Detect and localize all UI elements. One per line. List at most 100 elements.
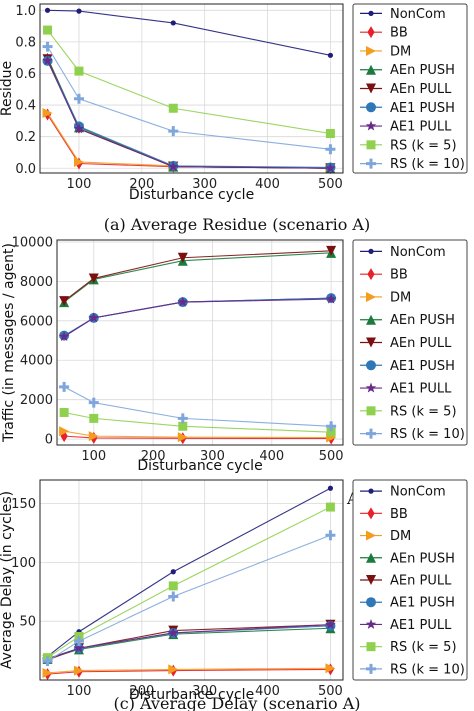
series-line [47, 668, 331, 675]
legend-marker [368, 488, 374, 494]
legend-entry: BB [360, 26, 408, 41]
data-point [76, 8, 82, 14]
legend-marker [366, 597, 376, 608]
legend-marker [366, 45, 376, 56]
data-point [59, 407, 69, 417]
plot-frame [56, 239, 344, 446]
legend-marker [366, 102, 376, 113]
legend-box [352, 239, 468, 446]
legend-entry: AEn PUSH [360, 313, 455, 328]
legend-entry: AE1 PUSH [360, 359, 455, 374]
x-tick-label: 200 [129, 177, 154, 192]
data-point [325, 530, 336, 541]
legend: NonCom BB DM AEn PUSH AEn PULL AE1 PUSH AE1 PU… [352, 239, 468, 446]
data-point [73, 665, 84, 676]
y-tick-label: 0.8 [15, 35, 36, 50]
legend-label: BB [390, 26, 408, 41]
x-tick-label: 300 [200, 449, 225, 464]
legend-label: DM [390, 290, 411, 305]
legend-entry: DM [360, 529, 411, 544]
plot-area [40, 4, 343, 173]
data-point [42, 41, 53, 52]
legend-entry: DM [360, 44, 411, 59]
legend-entry: RS (k = 10) [360, 662, 465, 677]
legend-label: AEn PULL [390, 336, 452, 351]
chart-panel-2: 100 200 300 400 500 0 2000 4000 6000 8000 10000 Dis… [1, 235, 468, 508]
legend-entry: AE1 PUSH [360, 596, 455, 611]
data-point [177, 432, 188, 443]
series-dm [59, 426, 337, 443]
data-point [168, 126, 179, 137]
x-tick-label: 400 [255, 684, 280, 699]
series-line [47, 667, 331, 674]
legend-label: DM [390, 529, 411, 544]
series-line [47, 534, 331, 662]
legend-entry: BB [360, 507, 408, 522]
data-point [170, 20, 176, 26]
legend-entry: DM [360, 290, 411, 305]
plot-area [40, 480, 343, 680]
data-point [44, 7, 51, 13]
y-tick-label: 0.0 [15, 162, 36, 177]
plot-frame [39, 3, 344, 174]
data-point [327, 52, 334, 58]
legend-label: AE1 PUSH [390, 596, 455, 611]
y-tick-label: 4000 [20, 354, 53, 369]
legend-entry: AEn PUSH [360, 63, 455, 78]
legend-entry: RS (k = 5) [360, 138, 457, 153]
plot-frame [39, 479, 344, 681]
data-point [168, 627, 179, 638]
legend-marker [366, 406, 376, 416]
chart-panel-1: 100 200 300 400 500 0.0 0.2 0.4 0.6 0.8 1.0 Disturb… [0, 3, 468, 234]
legend-marker [367, 268, 375, 281]
legend-label: RS (k = 5) [390, 404, 457, 419]
data-point [325, 144, 336, 155]
legend-marker [365, 120, 377, 131]
x-tick-label: 100 [81, 449, 106, 464]
y-tick-label: 8000 [20, 275, 53, 290]
data-point [58, 331, 70, 342]
legend-entry: AEn PULL [360, 574, 452, 589]
data-point [168, 581, 178, 591]
series-line [64, 411, 332, 433]
data-point [59, 296, 70, 307]
legend-label: AEn PUSH [390, 551, 455, 566]
x-axis-label: Disturbance cycle [137, 458, 262, 474]
data-point [168, 103, 178, 113]
y-axis-label: Average Delay (in cycles) [0, 491, 15, 669]
y-axis-label: Traffic (in messages / agent) [1, 243, 17, 443]
data-point [88, 273, 99, 284]
x-tick-label: 100 [67, 684, 92, 699]
series-rs-k-5 [59, 407, 336, 437]
series-line [63, 298, 332, 338]
series-ae1-pull [42, 55, 336, 173]
legend-marker [368, 248, 374, 254]
data-point [88, 431, 99, 442]
series-line [47, 60, 331, 169]
series-line [47, 46, 331, 150]
data-point [325, 162, 336, 173]
legend-label: RS (k = 10) [390, 662, 465, 677]
y-axis-label: Residue [0, 61, 15, 116]
x-tick-label: 400 [255, 177, 280, 192]
y-tick-label: 6000 [20, 314, 53, 329]
x-axis-label: Disturbance cycle [129, 687, 254, 703]
x-tick-label: 100 [67, 177, 92, 192]
legend-marker [365, 382, 377, 393]
y-tick-label: 0.4 [15, 99, 36, 114]
plot-area [57, 240, 343, 445]
series-ae1-pull [58, 293, 337, 342]
data-point [73, 636, 84, 647]
data-point [42, 107, 53, 118]
data-point [177, 296, 189, 307]
data-point [326, 245, 337, 256]
legend-label: DM [390, 44, 411, 59]
legend-entry: RS (k = 5) [360, 404, 457, 419]
legend-label: AE1 PUSH [390, 359, 455, 374]
y-tick-label: 50 [19, 615, 36, 630]
legend-entry: AEn PULL [360, 336, 452, 351]
series-line [64, 435, 332, 440]
y-tick-label: 10000 [12, 235, 53, 250]
data-point [73, 93, 84, 104]
